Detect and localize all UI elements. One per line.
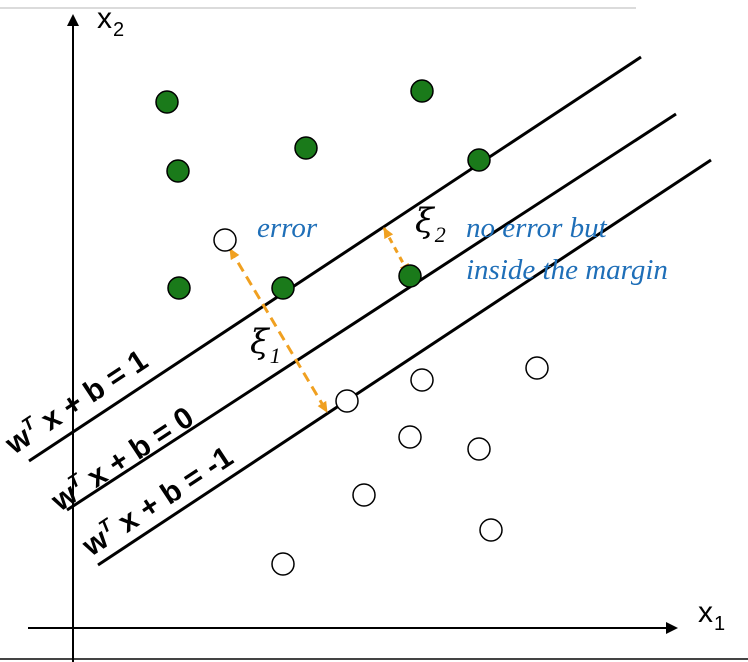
no-error-label-line1: no error but bbox=[466, 212, 608, 244]
negative-point bbox=[525, 356, 549, 380]
positive-point-inside-margin bbox=[398, 264, 422, 288]
positive-points bbox=[155, 79, 491, 300]
slack-arrow-xi2 bbox=[382, 227, 411, 275]
negative-point bbox=[467, 437, 491, 461]
y-axis-label: x2 bbox=[97, 2, 124, 41]
xi1-label: ξ1 bbox=[250, 322, 281, 368]
negative-point-misclassified bbox=[213, 228, 237, 252]
decision-boundary-line bbox=[66, 112, 677, 512]
positive-point bbox=[167, 276, 191, 300]
positive-point bbox=[410, 79, 434, 103]
negative-points bbox=[213, 228, 549, 576]
positive-point bbox=[467, 148, 491, 172]
positive-point bbox=[294, 136, 318, 160]
positive-point bbox=[271, 276, 295, 300]
margin-line-negative bbox=[97, 158, 712, 567]
negative-point bbox=[479, 518, 503, 542]
x-axis-label: x1 bbox=[698, 596, 725, 635]
margin-line-positive bbox=[28, 55, 642, 463]
negative-point bbox=[410, 368, 434, 392]
negative-point bbox=[352, 483, 376, 507]
positive-point bbox=[166, 159, 190, 183]
positive-point bbox=[155, 90, 179, 114]
error-label: error bbox=[257, 212, 318, 244]
no-error-label-line2: inside the margin bbox=[466, 254, 668, 286]
negative-point bbox=[335, 389, 359, 413]
xi2-label: ξ2 bbox=[415, 201, 446, 247]
negative-point bbox=[398, 425, 422, 449]
negative-point bbox=[271, 552, 295, 576]
